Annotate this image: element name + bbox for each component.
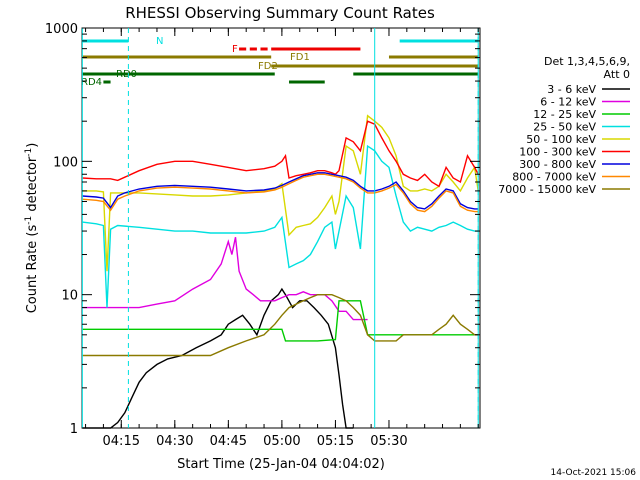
y-tick-label-3: 1000 <box>45 22 78 37</box>
y-tick-label-0: 1 <box>70 422 78 437</box>
x-tick-label-4: 05:15 <box>317 434 354 449</box>
y-tick-label-1: 10 <box>61 289 78 304</box>
y-axis-ticks: 1 10 100 1000 <box>45 22 480 437</box>
legend-title-line1: Det 1,3,4,5,6,9, <box>544 55 630 68</box>
legend-label-3: 25 - 50 keV <box>533 121 596 134</box>
x-tick-label-1: 04:30 <box>156 434 193 449</box>
series-line-8 <box>82 294 479 357</box>
status-label-rd4: RD4 <box>81 77 102 88</box>
x-axis-ticks: 04:15 04:30 04:45 05:00 05:15 05:30 <box>85 28 479 449</box>
series-line-0 <box>82 287 354 429</box>
status-label-fd1: FD1 <box>290 52 310 63</box>
legend-label-2: 12 - 25 keV <box>533 108 596 121</box>
series-line-5 <box>82 120 479 188</box>
timestamp: 14-Oct-2021 15:06 <box>551 468 637 478</box>
series-line-6 <box>82 172 479 210</box>
status-label-rd0: RD0 <box>116 69 137 80</box>
series-layer <box>82 114 479 429</box>
series-line-7 <box>82 173 479 213</box>
x-tick-label-0: 04:15 <box>103 434 140 449</box>
legend-label-7: 800 - 7000 keV <box>512 171 596 184</box>
legend-label-6: 300 - 800 keV <box>519 158 596 171</box>
legend-label-5: 100 - 300 keV <box>519 146 596 159</box>
chart-title: RHESSI Observing Summary Count Rates <box>125 4 435 22</box>
status-label-n: N <box>156 36 163 47</box>
series-line-1 <box>82 237 368 321</box>
legend-label-0: 3 - 6 keV <box>547 83 596 96</box>
legend-label-1: 6 - 12 keV <box>540 96 596 109</box>
legend-label-4: 50 - 100 keV <box>526 133 596 146</box>
x-tick-label-3: 05:00 <box>263 434 300 449</box>
x-tick-label-2: 04:45 <box>210 434 247 449</box>
x-tick-label-5: 05:30 <box>370 434 407 449</box>
y-tick-label-2: 100 <box>53 155 78 170</box>
vertical-markers <box>81 28 479 428</box>
status-label-f: F <box>232 44 238 55</box>
status-label-fd2: FD2 <box>258 61 278 72</box>
status-bars: N F FD1 FD2 RD0 RD4 <box>81 36 479 88</box>
x-axis-label: Start Time (25-Jan-04 04:04:02) <box>177 457 385 472</box>
legend-title-line2: Att 0 <box>604 68 630 81</box>
legend-label-8: 7000 - 15000 keV <box>498 183 596 196</box>
series-line-4 <box>82 114 479 272</box>
series-line-3 <box>82 144 479 308</box>
y-axis-label: Count Rate (s-1 detector-1) <box>24 143 40 314</box>
